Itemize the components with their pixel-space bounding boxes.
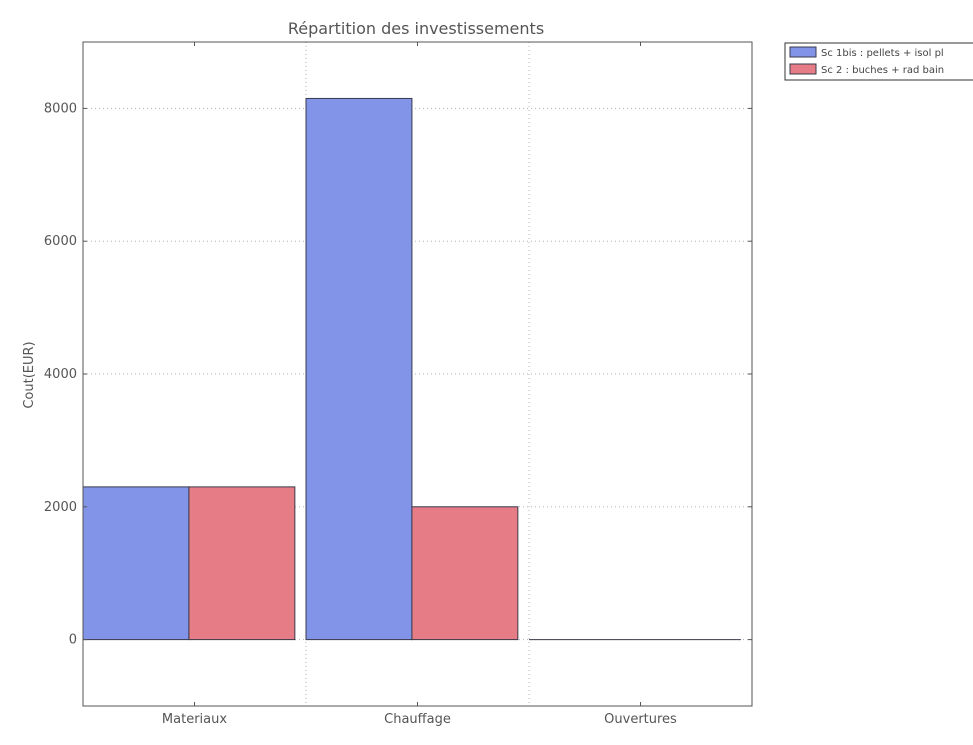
legend: Sc 1bis : pellets + isol pl Sc 2 : buches… [784, 42, 973, 81]
chart-title: Répartition des investissements [288, 19, 544, 38]
legend-label: Sc 1bis : pellets + isol pl [821, 48, 944, 59]
y-tick-label: 0 [69, 633, 77, 648]
bar-2-materiaux [188, 486, 296, 641]
bars-layer [82, 97, 741, 641]
bar-1-chauffage [305, 97, 413, 641]
legend-swatch [789, 63, 817, 75]
y-tick-label: 2000 [44, 500, 77, 515]
ticks-layer: 0 2000 4000 6000 8000 Materiaux Chauffage Ouver… [44, 42, 752, 727]
legend-label: Sc 2 : buches + rad bain [821, 65, 944, 76]
y-tick-label: 4000 [44, 367, 77, 382]
legend-swatch [789, 46, 817, 58]
y-axis-label: Cout(EUR) [22, 341, 37, 408]
y-tick-label: 6000 [44, 234, 77, 249]
x-tick-label: Chauffage [384, 712, 451, 727]
y-tick-label: 8000 [44, 101, 77, 116]
x-tick-label: Ouvertures [604, 712, 677, 727]
bar-1-materiaux [82, 486, 190, 641]
bar-2-chauffage [411, 506, 519, 641]
x-tick-label: Materiaux [162, 712, 227, 727]
